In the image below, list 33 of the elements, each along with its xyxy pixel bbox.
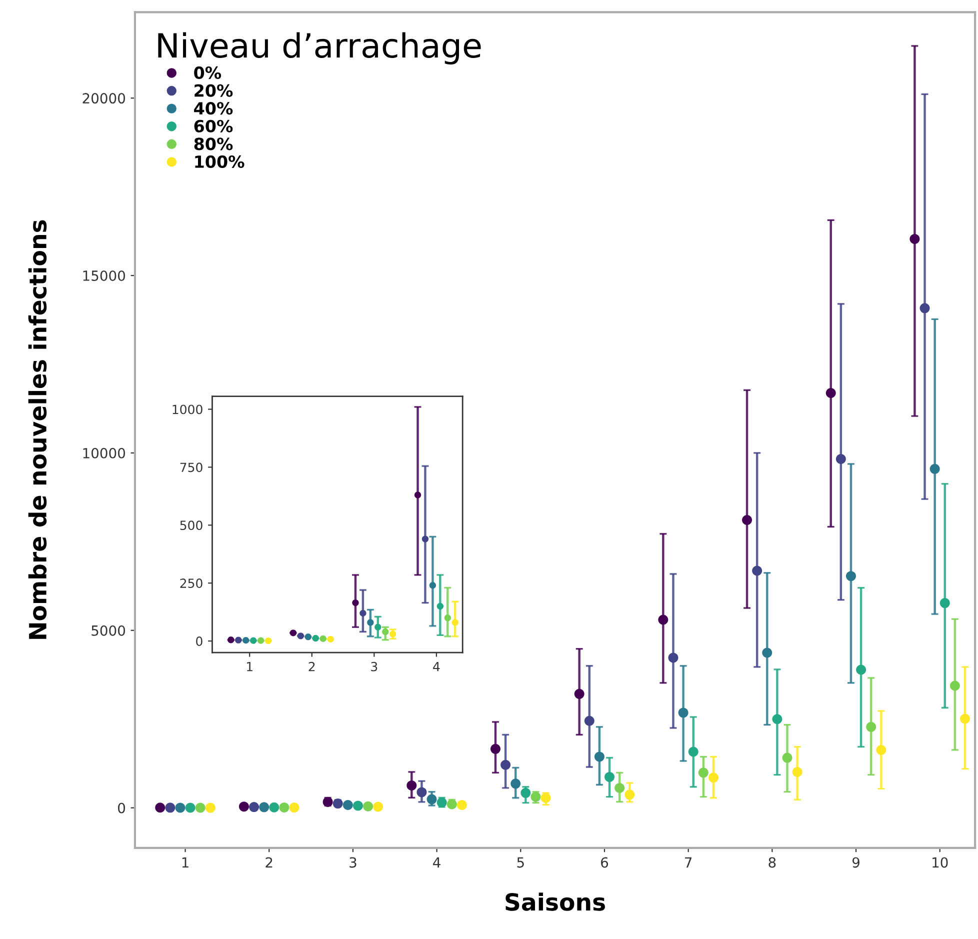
y-tick-label: 15000: [83, 270, 126, 281]
y-tick-label: 5000: [92, 625, 126, 636]
x-tick-label: 10: [932, 857, 948, 868]
legend-label: 40%: [194, 102, 233, 115]
x-tick-label: 8: [768, 857, 776, 868]
x-tick-label: 2: [266, 857, 272, 868]
y-tick-label: 500: [180, 520, 202, 530]
legend-label: 0%: [194, 66, 222, 80]
y-tick-label: 0: [196, 636, 202, 646]
x-tick-label: 1: [182, 857, 188, 868]
x-tick-label: 2: [308, 662, 315, 672]
y-tick-label: 20000: [82, 93, 126, 104]
x-tick-label: 7: [685, 857, 692, 868]
y-tick-label: 250: [180, 578, 202, 588]
y-tick-label: 750: [180, 462, 202, 472]
x-tick-label: 3: [350, 857, 356, 868]
legend-label: 20%: [194, 84, 233, 97]
x-tick-label: 3: [371, 662, 378, 672]
x-tick-label: 9: [852, 857, 860, 868]
y-tick-label: 1000: [172, 404, 202, 414]
y-tick-label: 0: [118, 802, 126, 814]
x-tick-label: 6: [601, 857, 608, 868]
x-tick-label: 4: [433, 857, 440, 868]
x-tick-label: 5: [517, 857, 524, 868]
x-tick-label: 1: [246, 662, 252, 672]
legend-label: 80%: [194, 138, 233, 150]
legend-label: 60%: [194, 120, 233, 132]
legend-label: 100%: [195, 155, 244, 168]
y-tick-label: 10000: [83, 448, 126, 458]
y-axis-title: Nombre de nouvelles infections: [28, 220, 47, 639]
x-tick-label: 4: [433, 662, 440, 672]
legend-title: Niveau d’arrachage: [158, 32, 481, 64]
x-axis-title: Saisons: [506, 892, 605, 911]
